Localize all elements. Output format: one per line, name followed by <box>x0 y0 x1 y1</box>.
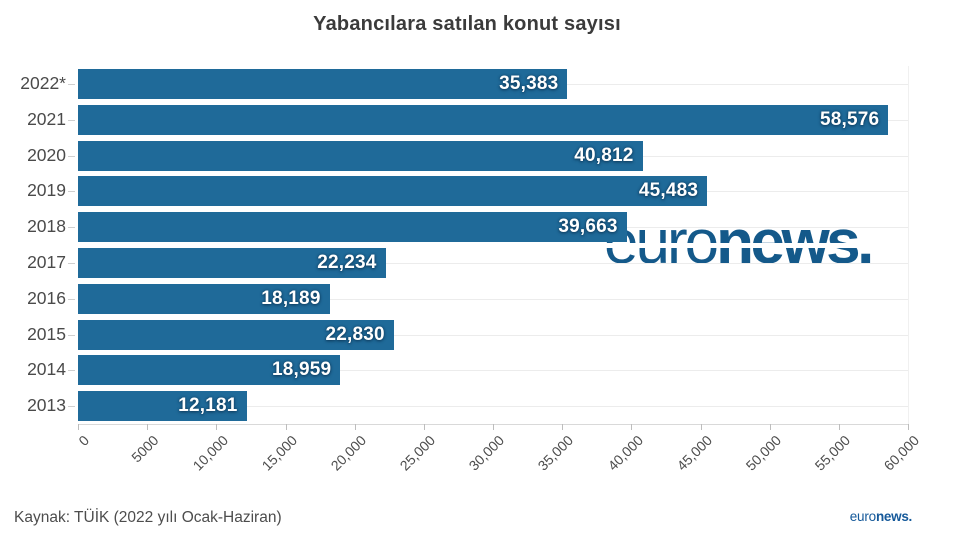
x-axis-tick <box>631 424 633 430</box>
x-axis-tick <box>216 424 218 430</box>
x-axis-tick-label: 55,000 <box>811 432 854 474</box>
bar-value-label: 12,181 <box>178 395 238 417</box>
bar: 45,483 <box>78 176 708 207</box>
bar: 35,383 <box>78 68 568 99</box>
x-axis-tick-label: 25,000 <box>396 432 439 474</box>
year-label: 2022* <box>20 73 66 93</box>
y-axis-tick <box>68 406 75 408</box>
euronews-logo-footer: euronews. <box>849 509 913 524</box>
bar-value-label: 58,576 <box>819 108 880 130</box>
x-axis-tick <box>493 424 494 430</box>
x-axis-tick <box>562 424 564 430</box>
x-axis-tick <box>147 424 149 430</box>
y-axis-tick <box>68 334 75 336</box>
bar-value-label: 22,234 <box>317 251 377 273</box>
year-label: 2017 <box>27 252 66 272</box>
bar: 40,812 <box>78 140 643 171</box>
bar: 12,181 <box>78 391 247 422</box>
year-label: 2019 <box>27 180 66 201</box>
x-axis-tick <box>354 424 356 430</box>
x-axis-tick <box>78 424 79 430</box>
y-axis-tick <box>68 119 75 121</box>
bar: 39,663 <box>78 212 627 243</box>
year-label: 2020 <box>27 144 66 165</box>
row-gap-stripe <box>78 206 908 212</box>
y-axis-tick <box>68 191 75 193</box>
row-gap-stripe <box>78 385 908 391</box>
footer-logo-text-news: news. <box>875 509 912 524</box>
gridline-horizontal <box>78 406 908 408</box>
row-gap-stripe <box>78 242 908 248</box>
bar: 22,830 <box>78 319 394 350</box>
year-label: 2015 <box>27 323 66 344</box>
x-axis-tick-label: 40,000 <box>604 432 646 474</box>
x-axis-tick-label: 5000 <box>128 432 162 466</box>
bar-value-label: 35,383 <box>499 72 559 94</box>
x-axis-tick <box>769 424 771 430</box>
bar: 22,234 <box>78 247 386 278</box>
x-axis-tick-label: 35,000 <box>534 432 577 474</box>
y-axis-tick <box>68 83 75 85</box>
x-axis-tick <box>838 424 840 430</box>
x-axis-tick-label: 30,000 <box>465 432 508 474</box>
y-axis-tick <box>68 370 75 372</box>
x-axis-tick-label: 15,000 <box>258 432 300 474</box>
bar-value-label: 40,812 <box>574 144 634 166</box>
x-axis-tick-label: 10,000 <box>189 432 231 474</box>
y-axis-tick <box>68 155 75 157</box>
row-gap-stripe <box>78 349 908 355</box>
bar: 18,959 <box>78 355 341 386</box>
year-label: 2021 <box>27 108 66 129</box>
row-gap-stripe <box>78 314 908 320</box>
year-label: 2014 <box>27 359 66 380</box>
year-label: 2013 <box>27 395 66 416</box>
x-axis-tick <box>908 424 909 430</box>
bar-value-label: 22,830 <box>325 323 385 345</box>
x-axis-tick-label: 60,000 <box>880 432 923 474</box>
bar: 18,189 <box>78 283 330 314</box>
row-gap-stripe <box>78 170 908 176</box>
year-label: 2018 <box>27 216 66 237</box>
x-axis-tick-label: 45,000 <box>673 432 715 474</box>
x-axis-tick-label: 0 <box>75 432 93 449</box>
chart-title: Yabancılara satılan konut sayısı <box>313 13 621 35</box>
gridline-horizontal <box>78 370 908 372</box>
bar-value-label: 18,189 <box>261 287 321 309</box>
y-axis-tick <box>68 262 75 264</box>
row-gap-stripe <box>78 278 908 284</box>
bar-value-label: 39,663 <box>558 216 618 238</box>
footer-logo-text-euro: euro <box>849 509 876 524</box>
x-axis-tick <box>423 424 425 430</box>
bar-value-label: 45,483 <box>638 180 699 202</box>
bar-value-label: 18,959 <box>271 359 332 381</box>
y-axis-tick <box>68 298 75 300</box>
row-gap-stripe <box>78 135 908 141</box>
x-axis-tick <box>285 424 287 430</box>
year-label: 2016 <box>27 287 66 308</box>
source-caption: Kaynak: TÜİK (2022 yılı Ocak-Haziran) <box>14 509 282 526</box>
plot-right-gridline <box>908 66 909 424</box>
gridline-horizontal <box>78 298 908 300</box>
y-axis-tick <box>68 227 75 229</box>
gridline-horizontal <box>78 262 908 264</box>
x-axis-tick <box>700 424 702 430</box>
gridline-horizontal <box>78 334 908 336</box>
x-axis-tick-label: 50,000 <box>742 432 784 474</box>
x-axis-tick-label: 20,000 <box>327 432 369 474</box>
bar: 58,576 <box>78 104 889 135</box>
row-gap-stripe <box>78 99 908 105</box>
